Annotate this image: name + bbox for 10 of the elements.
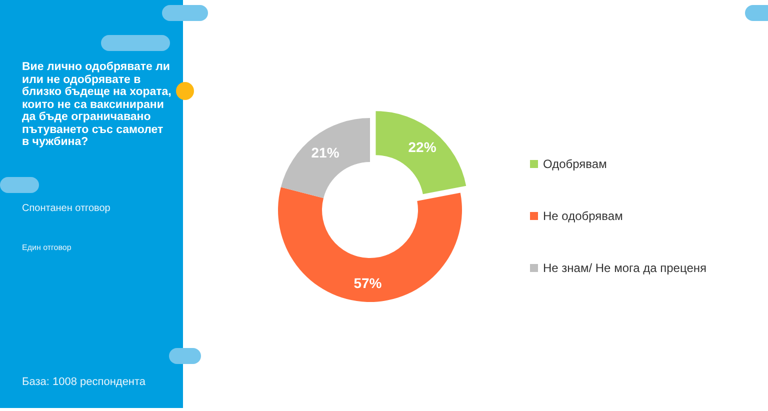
- data-label: 57%: [354, 274, 382, 291]
- legend-label: Не одобрявам: [543, 209, 623, 223]
- data-label: 22%: [408, 138, 437, 155]
- legend-label: Не знам/ Не мога да преценя: [543, 261, 707, 275]
- text: Един отговор: [22, 243, 72, 252]
- text: Спонтанен отговор: [22, 203, 110, 214]
- text: Вие лично одобрявате ли или не одобрявате в близко бъдеще на хората, които не са ваксинирани да бъде ограничавано пътуването със самолет в чужбина?: [22, 61, 172, 148]
- legend-label: Одобрявам: [543, 157, 607, 171]
- text: База: 1008 респондента: [22, 376, 146, 388]
- data-label: 21%: [311, 144, 340, 160]
